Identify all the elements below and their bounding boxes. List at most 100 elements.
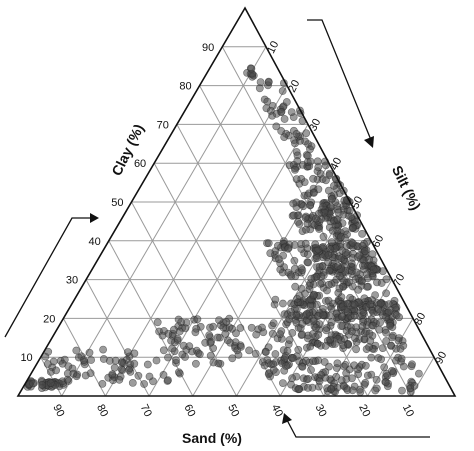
data-point — [398, 386, 406, 395]
data-point — [174, 368, 183, 377]
data-point — [268, 329, 277, 338]
data-point — [278, 379, 287, 387]
data-point — [287, 272, 296, 281]
data-point — [206, 351, 215, 360]
data-point — [115, 375, 124, 384]
clay-direction-arrow — [4, 217, 94, 338]
data-point — [164, 353, 172, 362]
data-point — [264, 78, 273, 87]
data-point — [311, 323, 320, 332]
data-point — [247, 323, 256, 332]
data-point — [221, 329, 230, 338]
data-point — [287, 311, 296, 320]
clay-tick-label: 20 — [43, 313, 55, 325]
sand-arrowhead — [282, 413, 292, 424]
data-point — [303, 383, 312, 392]
data-point — [297, 284, 306, 293]
data-point — [327, 384, 336, 393]
data-point — [289, 354, 298, 362]
data-point — [261, 348, 270, 356]
silt-tick-label: 30 — [307, 117, 323, 133]
clay-tick-label: 50 — [111, 197, 123, 209]
data-point — [410, 381, 419, 390]
data-point — [327, 238, 336, 247]
data-point — [341, 360, 350, 369]
data-point — [376, 299, 385, 308]
data-point — [262, 104, 271, 113]
data-point — [209, 322, 218, 331]
data-point — [306, 342, 315, 351]
data-point — [302, 225, 310, 234]
data-point — [343, 386, 352, 394]
data-point — [337, 322, 346, 330]
data-point — [328, 226, 337, 235]
data-point — [269, 319, 278, 327]
data-point — [302, 309, 311, 318]
data-point — [294, 345, 303, 354]
data-point — [335, 284, 344, 293]
data-point — [274, 255, 283, 263]
data-point — [111, 356, 120, 365]
data-point — [348, 374, 356, 383]
data-point — [99, 355, 108, 363]
sand-axis-title: Sand (%) — [182, 430, 242, 446]
data-point — [363, 274, 372, 283]
data-point — [118, 358, 127, 367]
data-point — [284, 244, 292, 253]
data-point — [152, 356, 161, 365]
data-point — [372, 375, 381, 384]
data-point — [367, 353, 376, 362]
data-point — [382, 289, 390, 298]
data-point — [81, 371, 90, 380]
data-point — [294, 217, 302, 226]
data-point — [361, 378, 370, 387]
data-point — [205, 331, 214, 340]
data-point — [195, 350, 204, 359]
data-point — [213, 333, 222, 342]
data-point — [324, 258, 333, 267]
clay-tick-label: 90 — [202, 42, 214, 54]
data-point — [333, 262, 342, 270]
data-point — [264, 370, 273, 378]
sand-tick-label: 50 — [225, 403, 241, 419]
data-point — [347, 259, 356, 268]
data-point — [309, 291, 318, 300]
data-point — [185, 342, 194, 351]
clay-tick-label: 40 — [89, 236, 101, 248]
data-point — [260, 361, 269, 370]
data-point — [46, 379, 55, 387]
data-point — [72, 346, 81, 355]
data-point — [360, 294, 369, 303]
data-point — [283, 347, 292, 355]
data-point — [276, 330, 284, 339]
data-point — [363, 282, 371, 291]
data-point — [271, 295, 280, 304]
data-point — [304, 374, 312, 383]
data-point — [306, 157, 315, 166]
data-point — [350, 300, 359, 309]
data-point — [298, 362, 307, 371]
data-point — [263, 97, 272, 106]
data-point — [324, 250, 333, 259]
data-point — [280, 115, 289, 123]
data-point — [339, 210, 348, 219]
data-point — [143, 360, 152, 369]
sand-tick-label: 70 — [138, 403, 154, 419]
data-point — [172, 356, 180, 365]
data-point — [280, 353, 289, 362]
data-point — [352, 338, 361, 346]
silt-direction-arrow — [307, 19, 372, 141]
clay-tick-label: 70 — [157, 119, 169, 131]
data-point — [375, 325, 384, 334]
data-point — [43, 360, 52, 368]
data-point — [288, 328, 297, 337]
data-point — [381, 378, 390, 387]
data-point — [326, 335, 334, 344]
data-point — [353, 253, 362, 261]
sand-tick-label: 30 — [313, 403, 329, 419]
sand-direction-arrow — [286, 419, 430, 438]
data-point — [269, 365, 278, 374]
data-point — [392, 311, 401, 319]
